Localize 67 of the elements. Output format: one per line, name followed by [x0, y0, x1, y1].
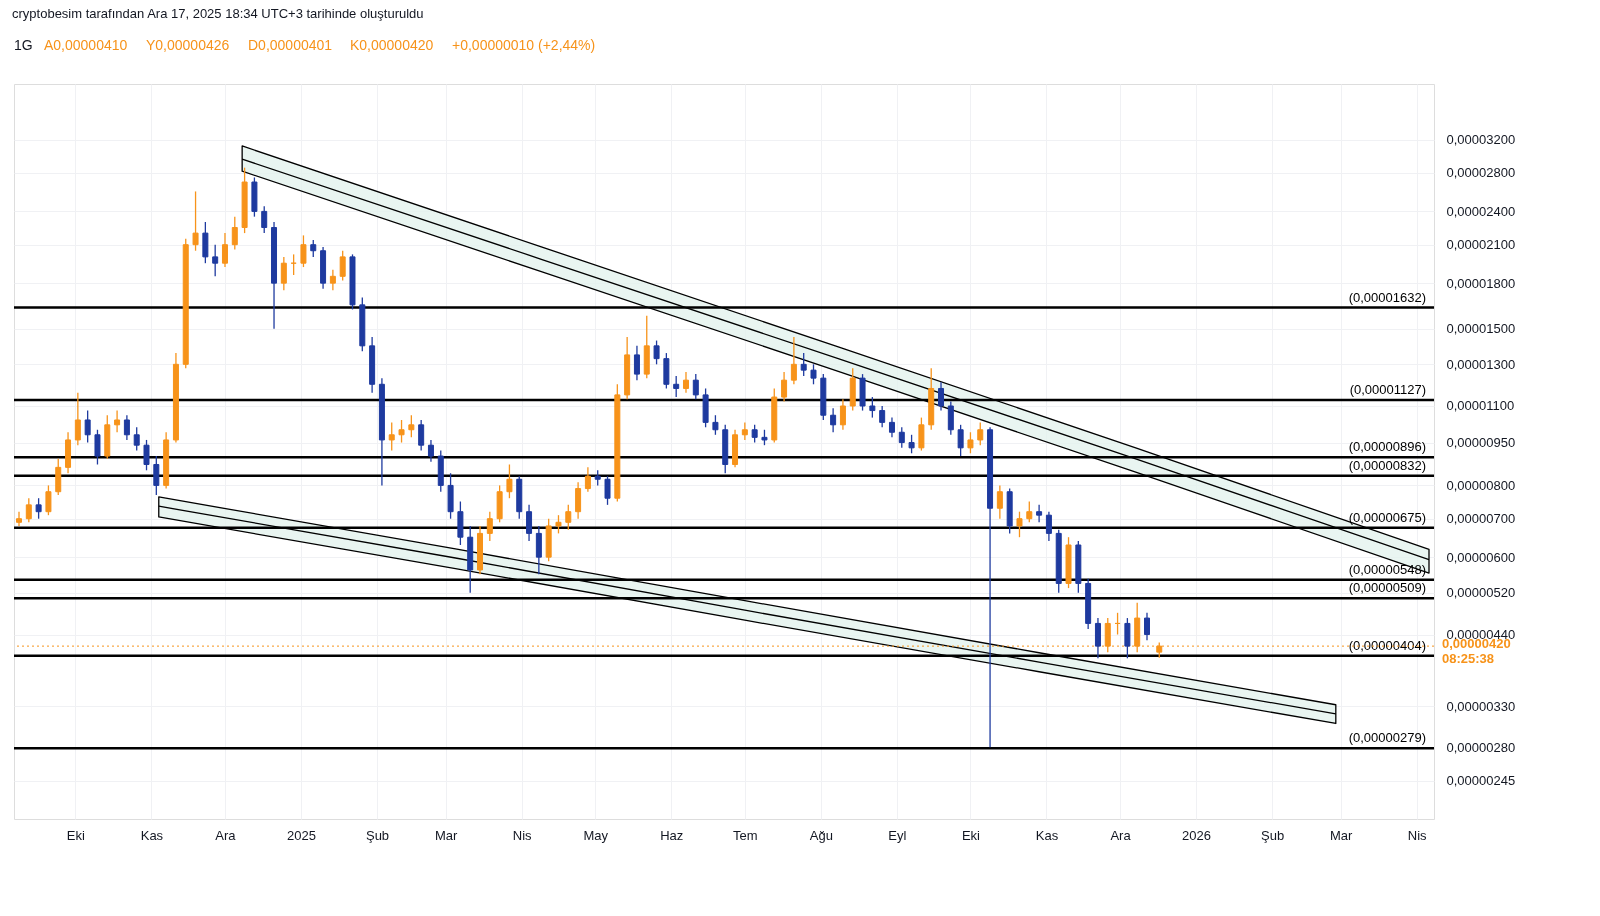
x-tick-label: Ara: [215, 827, 237, 843]
y-tick-label: 0,00000245: [1446, 773, 1516, 789]
y-tick-label: 0,00001100: [1446, 398, 1515, 414]
y-tick-label: 0,00000600: [1446, 549, 1516, 565]
y-tick-label: 0,00000950: [1446, 435, 1516, 451]
y-tick-label: 0,00003200: [1446, 132, 1516, 148]
candlestick: [231, 216, 238, 251]
ref-line-label: (0,00000675): [1348, 509, 1426, 525]
candlestick: [25, 497, 32, 523]
candlestick: [16, 511, 22, 527]
x-tick-label: Eki: [961, 827, 981, 843]
x-tick-label: Mar: [1330, 827, 1354, 843]
x-tick-label: Haz: [660, 827, 684, 843]
ref-line-label: (0,00000404): [1348, 637, 1426, 653]
ref-line-label: (0,00000896): [1348, 439, 1426, 455]
candlestick: [133, 426, 140, 452]
candlestick: [212, 244, 219, 277]
x-tick-label: Eki: [66, 827, 86, 843]
x-tick-label: Ağu: [809, 827, 833, 843]
x-tick-label: Mar: [434, 827, 459, 843]
x-tick-label: May: [583, 827, 609, 843]
text: Y0,00000426: [146, 37, 230, 53]
y-tick-label: 0,00000800: [1446, 477, 1516, 493]
y-tick-label: 0,00001500: [1446, 321, 1516, 337]
candlestick: [84, 409, 91, 444]
y-tick-label: 0,00000700: [1446, 511, 1516, 527]
y-tick-label: 0,00002400: [1446, 203, 1516, 219]
ref-line-label: (0,00001632): [1348, 289, 1426, 305]
candlestick: [192, 190, 199, 252]
x-tick-label: Şub: [1260, 827, 1285, 843]
candlestick: [202, 221, 209, 264]
x-tick-label: Şub: [365, 827, 390, 843]
x-tick-label: Eyl: [888, 827, 907, 843]
candlestick: [221, 232, 228, 268]
candlestick: [45, 484, 52, 516]
x-tick-label: Nis: [1407, 827, 1428, 843]
x-tick-label: Kas: [140, 827, 164, 843]
y-tick-label: 0,00000520: [1446, 585, 1516, 601]
ref-line-label: (0,00001127): [1349, 381, 1426, 397]
x-tick-label: Ara: [1110, 827, 1132, 843]
x-tick-label: Kas: [1035, 827, 1059, 843]
ref-line-label: (0,00000279): [1348, 730, 1426, 746]
y-tick-label: 0,00001300: [1446, 356, 1516, 372]
x-tick-label: Tem: [733, 827, 758, 843]
candlestick: [94, 429, 101, 466]
x-tick-label: 2025: [287, 827, 316, 843]
y-tick-label: 0,00002800: [1446, 165, 1516, 181]
y-tick-label: 0,00000330: [1446, 698, 1516, 714]
text: D0,00000401: [248, 37, 333, 53]
chart-title: 1G: [14, 37, 33, 53]
y-tick-label: 0,00002100: [1446, 237, 1516, 253]
candlestick: [153, 455, 160, 496]
text: +0,00000010 (+2,44%): [452, 37, 596, 53]
candlestick: [35, 497, 42, 520]
y-tick-label: 0,00001800: [1446, 275, 1516, 291]
candlestick: [114, 409, 121, 433]
chart-subtitle: cryptobesim tarafından Ara 17, 2025 18:34 UTC+3 tarihinde oluşturuldu: [12, 6, 424, 21]
ref-line-label: (0,00000509): [1348, 580, 1426, 596]
y-tick-label: 0,00000280: [1446, 739, 1516, 755]
text: K0,00000420: [350, 37, 434, 53]
x-tick-label: 2026: [1182, 827, 1211, 843]
ref-line-label: (0,00000832): [1348, 457, 1426, 473]
candlestick: [74, 392, 81, 446]
candlestick: [143, 439, 150, 471]
text: A0,00000410: [44, 37, 128, 53]
x-tick-label: Nis: [512, 827, 533, 843]
candlestick: [123, 414, 130, 441]
